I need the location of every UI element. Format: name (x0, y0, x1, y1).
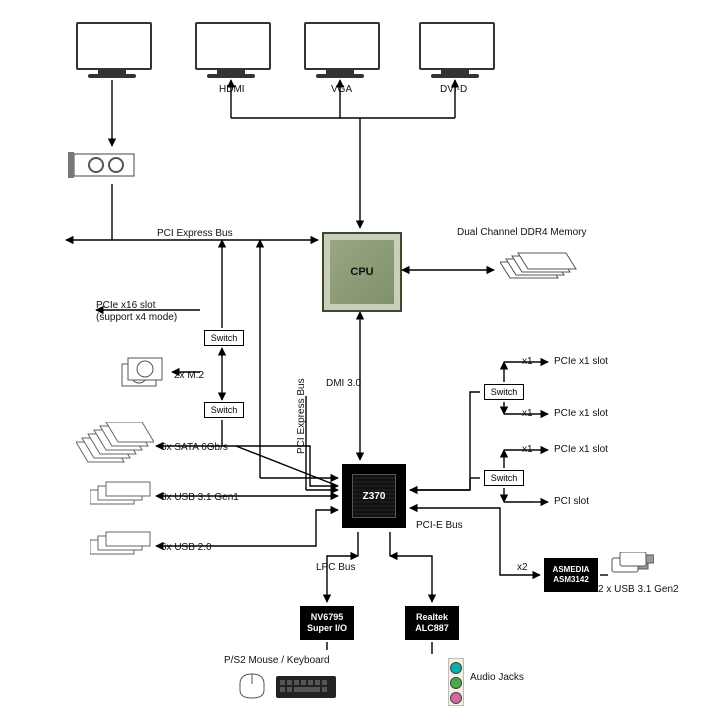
label-pcie-bus-vert: PCI Express Bus (296, 378, 307, 454)
audio-jacks-icon (448, 658, 464, 706)
sata-icon (76, 422, 154, 466)
label-ps2: P/S2 Mouse / Keyboard (224, 655, 330, 666)
pch-label: Z370 (363, 491, 386, 502)
label-pcie-x1-b: PCIe x1 slot (554, 408, 608, 419)
label-ddr4: Dual Channel DDR4 Memory (457, 227, 587, 238)
label-x2: x2 (517, 562, 528, 573)
monitor-2 (195, 22, 267, 78)
switch-3: Switch (484, 384, 524, 400)
label-pcie-x1-c: PCIe x1 slot (554, 444, 608, 455)
pch-chip: Z370 (342, 464, 406, 528)
usb20-icon (90, 528, 154, 558)
label-usb31: 8x USB 3.1 Gen1 (161, 492, 239, 503)
m2-icon (120, 356, 168, 392)
label-dvid: DVI-D (440, 84, 467, 95)
switch-1: Switch (204, 330, 244, 346)
label-pcie-bus2: PCI-E Bus (416, 520, 463, 531)
mouse-icon (236, 672, 268, 700)
label-x1-b: x1 (522, 408, 533, 419)
label-sata: 6x SATA 6Gb/s (161, 442, 228, 453)
label-x1-a: x1 (522, 356, 533, 367)
label-lpc: LPC Bus (316, 562, 355, 573)
label-hdmi: HDMI (219, 84, 245, 95)
label-usb31g2: 2 x USB 3.1 Gen2 (598, 584, 679, 595)
label-pcie-x1-a: PCIe x1 slot (554, 356, 608, 367)
monitor-1 (76, 22, 148, 78)
monitor-4 (419, 22, 491, 78)
gpu-icon (68, 148, 140, 182)
switch-4: Switch (484, 470, 524, 486)
label-dmi: DMI 3.0 (326, 378, 361, 389)
label-pcie-bus: PCI Express Bus (157, 228, 233, 239)
usb31-icon (90, 478, 154, 508)
usbstick-icon (610, 552, 654, 578)
alc-chip: Realtek ALC887 (405, 606, 459, 640)
cpu-label: CPU (350, 266, 373, 278)
keyboard-icon (276, 676, 336, 698)
label-pcie-x16: PCIe x16 slot (support x4 mode) (96, 300, 177, 324)
label-x1-c: x1 (522, 444, 533, 455)
monitor-3 (304, 22, 376, 78)
asmedia-chip: ASMEDIA ASM3142 (544, 558, 598, 592)
switch-2: Switch (204, 402, 244, 418)
label-m2: 2x M.2 (174, 370, 204, 381)
cpu-chip: CPU (322, 232, 402, 312)
label-pci-slot: PCI slot (554, 496, 589, 507)
label-audio: Audio Jacks (470, 672, 524, 683)
label-usb20: 6x USB 2.0 (161, 542, 212, 553)
sio-chip: NV6795 Super I/O (300, 606, 354, 640)
ram-icon (500, 252, 578, 286)
label-vga: VGA (331, 84, 352, 95)
